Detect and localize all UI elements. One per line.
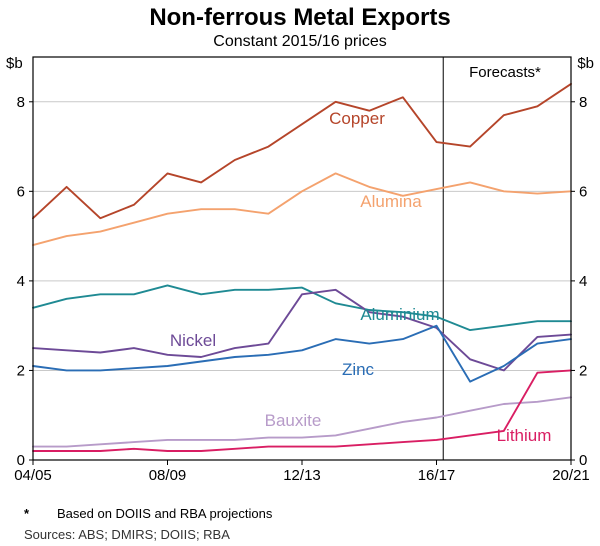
chart-footnote: * Based on DOIIS and RBA projections (24, 506, 584, 521)
series-line-lithium (32, 369, 572, 452)
chart-subtitle: Constant 2015/16 prices (213, 33, 387, 50)
footnote-text: Based on DOIIS and RBA projections (57, 506, 273, 521)
series-label-zinc: Zinc (342, 360, 375, 379)
forecast-label: Forecasts* (469, 64, 541, 81)
series-line-zinc (32, 324, 572, 383)
axis-unit-left: $b (6, 55, 23, 72)
y-tick-label-right: 2 (579, 362, 587, 379)
series-label-aluminium: Aluminium (360, 305, 439, 324)
y-tick-label-left: 2 (17, 362, 25, 379)
y-tick-label-right: 0 (579, 452, 587, 469)
y-tick-label-left: 4 (17, 273, 25, 290)
y-tick-label-left: 0 (17, 452, 25, 469)
x-tick-label: 16/17 (418, 467, 456, 484)
chart-sources: Sources: ABS; DMIRS; DOIIS; RBA (24, 527, 230, 542)
x-tick-label: 20/21 (552, 467, 590, 484)
series-label-alumina: Alumina (360, 192, 422, 211)
series-label-lithium: Lithium (497, 426, 552, 445)
y-tick-label-right: 8 (579, 94, 587, 111)
series-label-nickel: Nickel (170, 331, 216, 350)
y-tick-label-left: 8 (17, 94, 25, 111)
series-line-alumina (32, 172, 572, 247)
plot-border (32, 56, 572, 461)
y-tick-label-left: 6 (17, 183, 25, 200)
footnote-marker: * (24, 506, 30, 521)
x-tick-label: 12/13 (283, 467, 321, 484)
axis-unit-right: $b (577, 55, 594, 72)
y-tick-label-right: 6 (579, 183, 587, 200)
chart-title: Non-ferrous Metal Exports (149, 4, 451, 31)
series-label-copper: Copper (329, 109, 385, 128)
series-label-bauxite: Bauxite (265, 411, 322, 430)
x-tick-label: 04/05 (14, 467, 52, 484)
series-line-aluminium (32, 284, 572, 332)
series-line-nickel (32, 288, 572, 372)
series-line-copper (32, 82, 572, 220)
y-tick-label-right: 4 (579, 273, 587, 290)
series-line-bauxite (32, 396, 572, 448)
x-tick-label: 08/09 (149, 467, 187, 484)
